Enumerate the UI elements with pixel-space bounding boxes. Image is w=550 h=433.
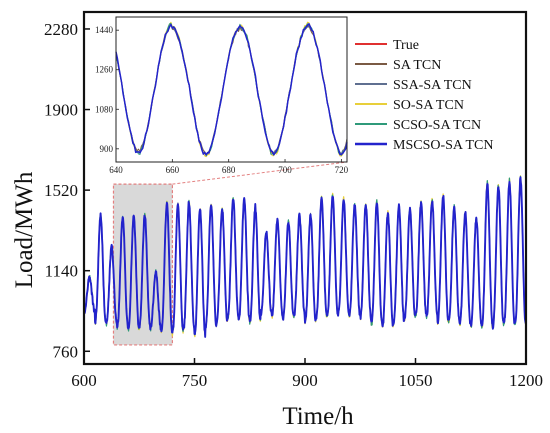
legend-label: MSCSO-SA TCN: [393, 138, 494, 153]
y-axis-title: Load/MWh: [11, 171, 38, 288]
inset-series-lines: [115, 21, 348, 158]
x-axis-title: Time/h: [282, 403, 354, 430]
legend-box: [350, 29, 524, 157]
inset-x-tick-label: 640: [109, 165, 123, 175]
legend: True SA TCN SSA-SA TCN SO-SA TCN SCSO-SA TCN…: [350, 29, 524, 157]
y-tick-label: 760: [53, 342, 79, 361]
inset-frame: [115, 16, 348, 163]
inset-y-tick-label: 1080: [95, 104, 114, 114]
zoom-connector: [172, 161, 348, 185]
inset-plot: 640 660 680 700 720 900 1080 1260 1440: [95, 16, 349, 185]
inset-y-tick-label: 900: [100, 144, 114, 154]
inset-x-tick-label: 680: [222, 165, 236, 175]
legend-label: SCSO-SA TCN: [393, 118, 481, 133]
inset-x-tick-label: 720: [335, 165, 349, 175]
x-tick-label: 900: [292, 371, 318, 390]
legend-label: True: [393, 38, 419, 53]
inset-y-tick-label: 1260: [95, 65, 114, 75]
y-tick-label: 1140: [45, 262, 78, 281]
y-tick-label: 1900: [44, 101, 78, 120]
main-series-lines: [83, 175, 527, 338]
x-tick-label: 1200: [509, 371, 543, 390]
inset-x-tick-label: 660: [166, 165, 180, 175]
main-plot: 600 750 900 1050 1200 760 1140 1520 1900 2280: [44, 10, 543, 390]
x-tick-label: 750: [182, 371, 208, 390]
x-tick-label: 1050: [399, 371, 433, 390]
series-line-mscso-sa-tcn: [83, 176, 527, 338]
legend-label: SO-SA TCN: [393, 98, 464, 113]
legend-label: SSA-SA TCN: [393, 78, 472, 93]
y-tick-label: 2280: [44, 20, 78, 39]
x-tick-label: 600: [71, 371, 97, 390]
inset-x-tick-label: 700: [278, 165, 292, 175]
inset-background: [116, 17, 347, 162]
inset-series-line-mscso-sa-tcn: [115, 23, 348, 156]
y-tick-label: 1520: [44, 181, 78, 200]
legend-label: SA TCN: [393, 58, 441, 73]
inset-y-tick-label: 1440: [95, 25, 114, 35]
